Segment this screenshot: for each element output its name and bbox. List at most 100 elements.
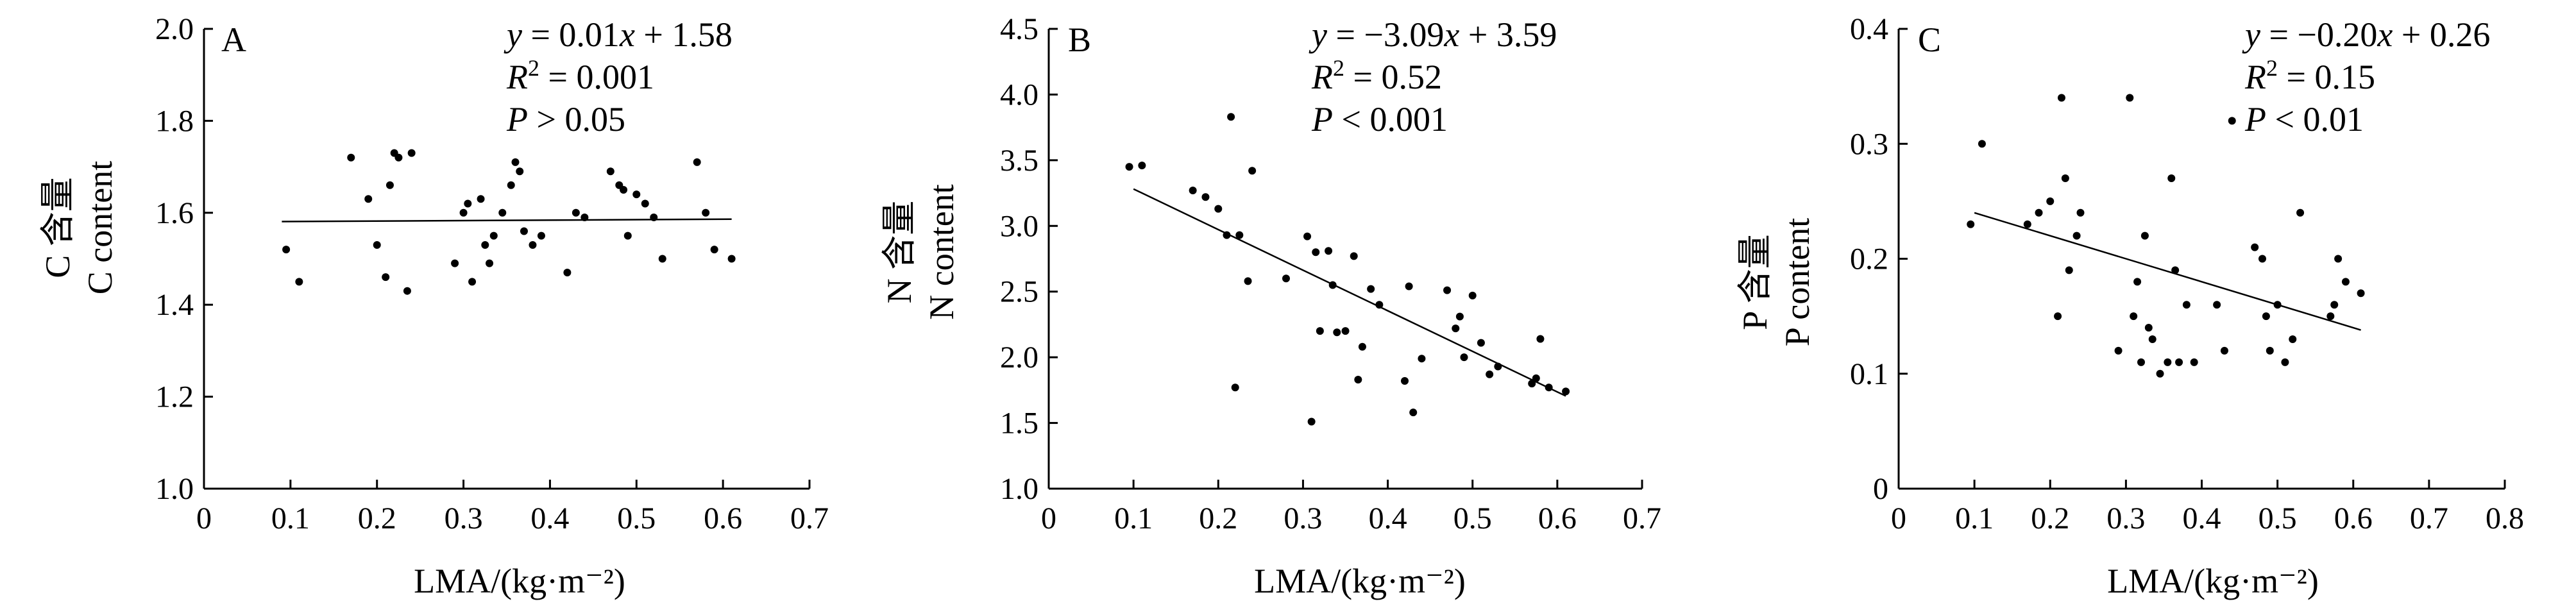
data-point bbox=[1409, 408, 1418, 417]
r-value: = 0.15 bbox=[2278, 58, 2375, 96]
x-tick-label: 0.4 bbox=[2183, 501, 2221, 535]
data-point bbox=[520, 227, 528, 235]
panel-label: B bbox=[1068, 21, 1091, 59]
data-point bbox=[1227, 113, 1235, 121]
data-point bbox=[2220, 346, 2228, 355]
y-tick-label: 0.2 bbox=[1850, 242, 1888, 276]
eq-tail: + 3.59 bbox=[1459, 15, 1557, 54]
eq-tail: + 1.58 bbox=[635, 15, 733, 54]
data-point bbox=[1401, 377, 1409, 385]
data-point bbox=[2273, 301, 2282, 309]
regression-stats: y = 0.01x + 1.58 R2 = 0.001 P > 0.05 bbox=[504, 15, 733, 139]
x-tick-label: 0.6 bbox=[704, 501, 742, 535]
x-tick-label: 0.3 bbox=[445, 501, 483, 535]
data-point bbox=[2156, 369, 2164, 378]
data-point bbox=[1455, 312, 1464, 321]
regression-stats: y = −3.09x + 3.59 R2 = 0.52 P < 0.001 bbox=[1309, 15, 1557, 139]
data-point bbox=[2140, 231, 2149, 240]
data-point bbox=[2126, 94, 2134, 102]
y-tick-label: 0.4 bbox=[1850, 12, 1888, 46]
data-point bbox=[2262, 312, 2270, 321]
data-point bbox=[1358, 342, 1366, 351]
r-squared: R2 = 0.52 bbox=[1311, 55, 1442, 96]
data-point bbox=[2130, 312, 2138, 321]
data-point bbox=[2281, 358, 2289, 366]
x-axis-label: LMA/(kg·m⁻²) bbox=[414, 562, 625, 600]
data-point bbox=[386, 181, 394, 189]
r-squared: R2 = 0.001 bbox=[506, 55, 654, 96]
data-point bbox=[1486, 370, 1494, 378]
p-value: P < 0.01 bbox=[2244, 100, 2364, 139]
data-point bbox=[1328, 281, 1337, 289]
p-value: P > 0.05 bbox=[506, 100, 625, 139]
data-point bbox=[1303, 232, 1312, 240]
data-point bbox=[2148, 335, 2157, 343]
y-axis-label: N 含量 N content bbox=[880, 184, 961, 319]
y-axis-label-cn: C 含量 bbox=[38, 177, 77, 278]
data-point bbox=[1312, 248, 1320, 257]
data-point bbox=[1460, 353, 1468, 362]
data-point bbox=[1375, 301, 1384, 309]
data-point bbox=[468, 278, 477, 286]
r-symbol: R bbox=[1311, 58, 1333, 96]
data-point bbox=[403, 287, 411, 295]
data-point bbox=[382, 273, 390, 282]
data-point bbox=[2266, 346, 2274, 355]
data-point bbox=[563, 269, 572, 277]
data-point bbox=[1307, 417, 1316, 426]
y-tick-label: 1.0 bbox=[1000, 472, 1038, 506]
r-value: = 0.52 bbox=[1344, 58, 1442, 96]
data-point bbox=[1201, 193, 1210, 201]
data-point bbox=[650, 213, 658, 221]
data-point bbox=[1189, 186, 1197, 194]
data-point bbox=[2054, 312, 2062, 321]
r-superscript: 2 bbox=[2266, 55, 2278, 81]
data-point bbox=[1325, 247, 1333, 255]
data-point bbox=[710, 246, 718, 254]
data-point bbox=[1235, 231, 1244, 239]
y-tick-label: 3.0 bbox=[1000, 209, 1038, 243]
y-tick-label: 0.3 bbox=[1850, 127, 1888, 161]
data-point bbox=[394, 153, 403, 162]
data-point bbox=[1532, 374, 1540, 382]
y-tick-label: 1.2 bbox=[155, 380, 194, 414]
x-tick-label: 0.3 bbox=[2106, 501, 2145, 535]
data-point bbox=[481, 240, 489, 249]
p-value-text: < 0.001 bbox=[1333, 100, 1448, 139]
data-point bbox=[2341, 278, 2350, 286]
y-axis-label-cn: P 含量 bbox=[1736, 234, 1774, 330]
y-axis-label-en: N content bbox=[922, 184, 961, 319]
regression-line bbox=[1974, 212, 2361, 331]
data-point bbox=[2167, 174, 2176, 183]
data-point bbox=[537, 231, 545, 240]
data-point bbox=[2326, 312, 2335, 321]
y-tick-label: 0 bbox=[1873, 472, 1888, 506]
x-tick-label: 0.6 bbox=[1538, 501, 1577, 535]
y-tick-label: 1.0 bbox=[155, 472, 194, 506]
data-point bbox=[2190, 358, 2198, 366]
data-point bbox=[1405, 282, 1413, 290]
data-point bbox=[1978, 140, 1986, 148]
y-tick-label: 1.4 bbox=[155, 288, 194, 322]
data-point bbox=[1282, 274, 1290, 283]
data-point bbox=[693, 158, 701, 166]
data-point bbox=[1333, 328, 1341, 337]
data-point bbox=[373, 240, 381, 249]
y-tick-label: 3.5 bbox=[1000, 144, 1038, 178]
data-point bbox=[2258, 255, 2266, 263]
p-value: P < 0.001 bbox=[1311, 100, 1448, 139]
data-point bbox=[2182, 301, 2190, 309]
data-point bbox=[498, 208, 507, 217]
data-point bbox=[1477, 339, 1485, 347]
data-point bbox=[2137, 358, 2145, 366]
data-point bbox=[2023, 220, 2031, 228]
eq-rhs: = −3.09 bbox=[1327, 15, 1444, 54]
data-point bbox=[658, 255, 666, 263]
data-point bbox=[1967, 220, 1975, 228]
data-point bbox=[641, 199, 649, 208]
regression-stats: y = −0.20x + 0.26 R2 = 0.15 P < 0.01 bbox=[2242, 15, 2490, 139]
y-axis-label: C 含量 C content bbox=[38, 161, 119, 294]
eq-x: x bbox=[619, 15, 635, 54]
data-point bbox=[1452, 324, 1460, 333]
